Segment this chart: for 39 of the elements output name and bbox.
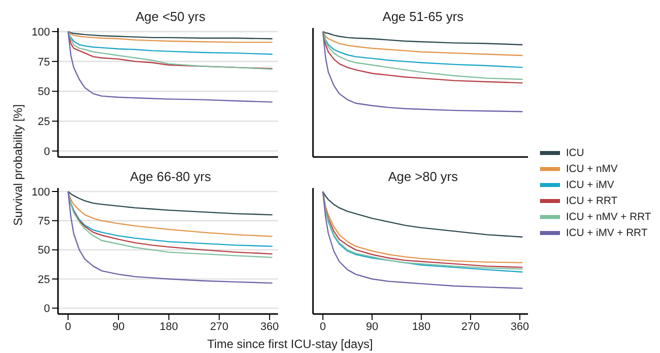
y-tick-label: 50 xyxy=(38,244,50,257)
x-tick-label: 90 xyxy=(112,320,125,333)
y-tick-label: 25 xyxy=(38,274,50,286)
y-tick-label: 100 xyxy=(32,26,50,38)
y-tick-label: 75 xyxy=(38,56,50,68)
legend-label: ICU xyxy=(566,147,584,159)
y-tick-label: 100 xyxy=(32,186,50,198)
line-series xyxy=(67,30,273,43)
chart-title: Age 66-80 yrs xyxy=(129,168,212,186)
chart-title: Age 51-65 yrs xyxy=(382,8,464,26)
chart-title: Age >80 yrs xyxy=(387,168,459,186)
x-tick-label: 90 xyxy=(366,320,378,333)
line-series xyxy=(67,30,273,103)
line-series xyxy=(67,190,273,284)
legend-label: ICU + RRT xyxy=(566,195,618,207)
line-series xyxy=(67,30,273,55)
line-series xyxy=(67,190,273,238)
chart-title: Age <50 yrs xyxy=(134,8,206,26)
y-tick-label: 25 xyxy=(38,116,50,128)
legend-label: ICU + iMV xyxy=(566,179,614,191)
x-tick-label: 270 xyxy=(210,320,228,333)
y-tick-label: 0 xyxy=(44,146,50,158)
legend-label: ICU + nMV xyxy=(566,163,618,175)
y-tick-label: 50 xyxy=(38,86,50,98)
x-tick-label: 360 xyxy=(510,320,529,333)
y-tick-label: 0 xyxy=(44,303,50,316)
legend-label: ICU + nMV + RRT xyxy=(566,211,651,223)
line-series xyxy=(67,190,273,216)
line-series xyxy=(67,30,273,40)
y-axis-title: Survival probability [%] xyxy=(11,103,25,228)
x-tick-label: 180 xyxy=(160,320,178,333)
x-tick-label: 0 xyxy=(320,320,326,333)
y-tick-label: 75 xyxy=(38,216,50,228)
x-tick-label: 360 xyxy=(260,320,279,333)
x-tick-label: 180 xyxy=(412,320,430,333)
x-axis-title: Time since first ICU-stay [days] xyxy=(206,337,374,351)
legend-label: ICU + iMV + RRT xyxy=(566,227,648,239)
x-tick-label: 270 xyxy=(461,320,480,333)
x-tick-label: 0 xyxy=(65,320,72,333)
